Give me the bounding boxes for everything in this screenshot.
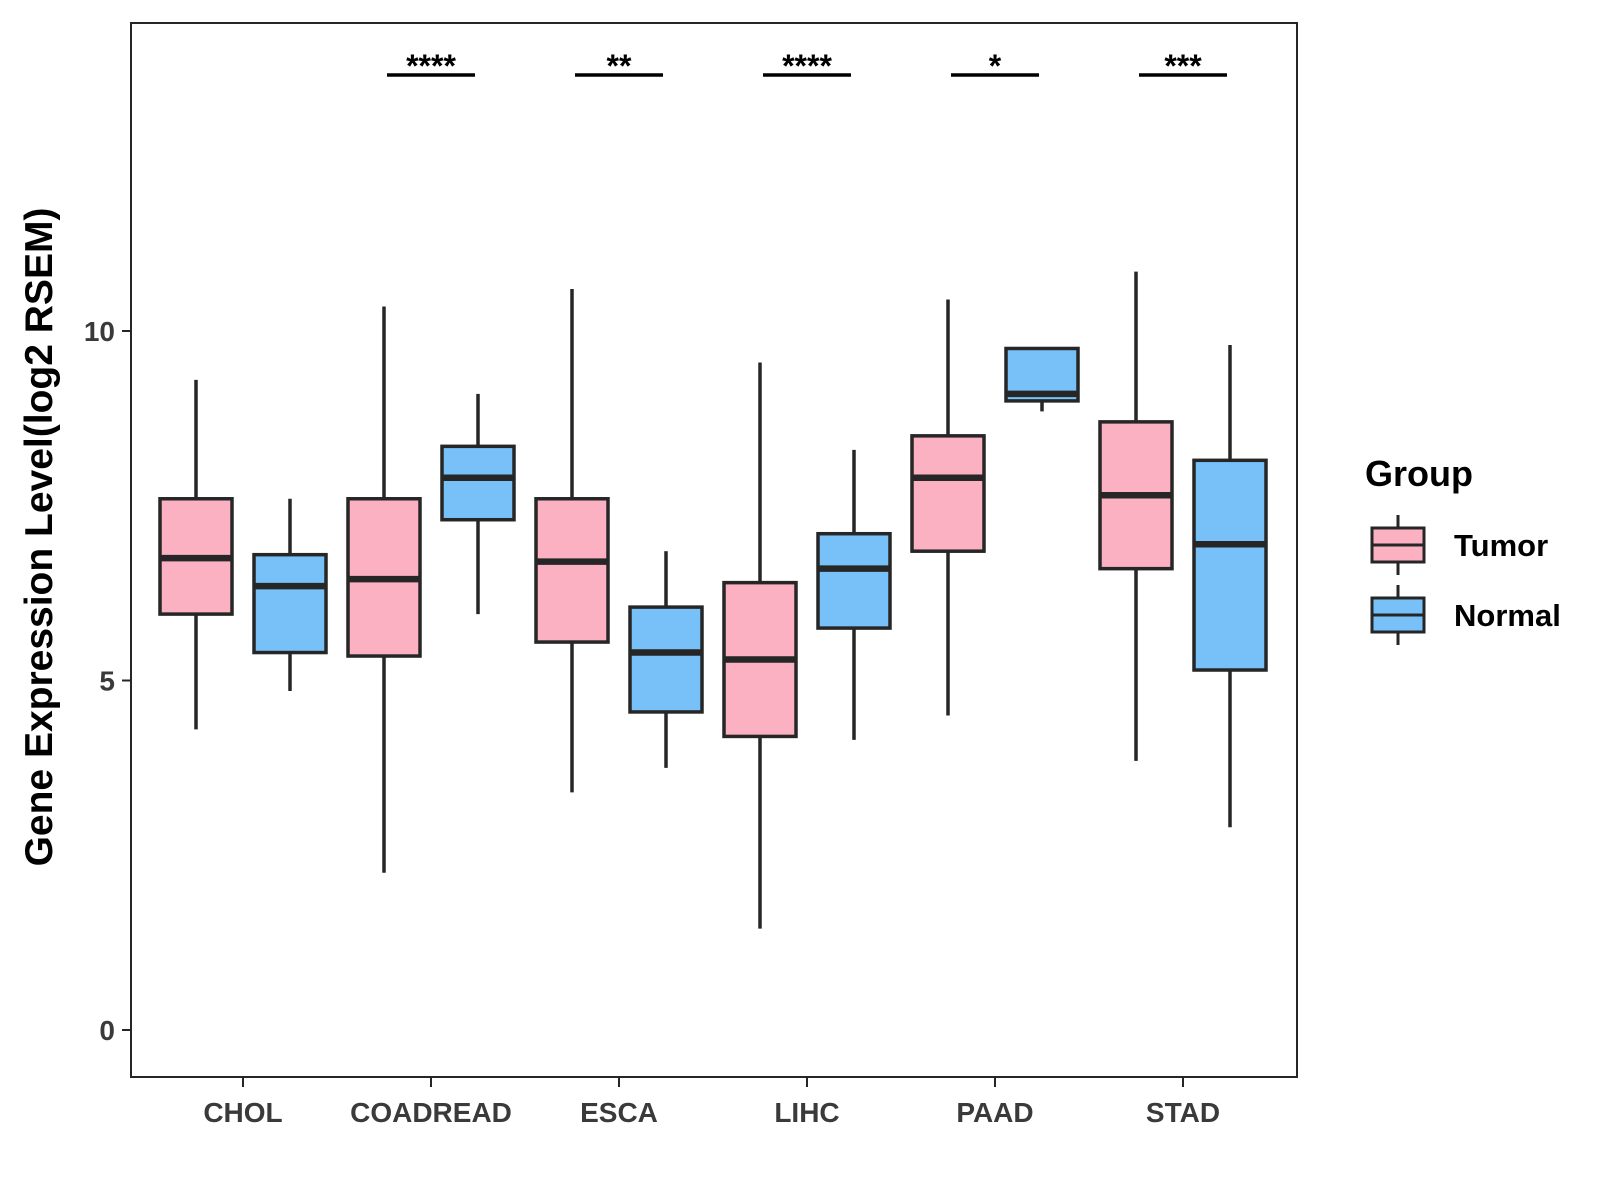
x-tick-label: ESCA <box>580 1097 658 1128</box>
box-iqr <box>534 497 610 644</box>
significance-label: **** <box>782 48 832 84</box>
y-tick-label: 0 <box>99 1015 115 1046</box>
y-axis: 0 5 10 <box>84 316 131 1046</box>
box-iqr <box>816 531 892 630</box>
box-iqr <box>440 444 516 522</box>
legend-item-normal: Normal <box>1370 585 1561 645</box>
box-normal-lihc <box>816 449 892 740</box>
significance-esca: ** <box>575 48 663 84</box>
x-tick-label: STAD <box>1146 1097 1220 1128</box>
box-normal-esca <box>628 551 704 768</box>
y-axis-label: Gene Expression Level(log2 RSEM) <box>18 208 61 867</box>
box-tumor-stad <box>1098 271 1174 761</box>
box-iqr <box>1192 458 1268 672</box>
x-tick-label: COADREAD <box>350 1097 512 1128</box>
box-tumor-lihc <box>722 362 798 929</box>
x-tick-label: PAAD <box>956 1097 1033 1128</box>
x-tick-label: CHOL <box>203 1097 282 1128</box>
legend-item-tumor: Tumor <box>1370 515 1548 575</box>
legend-label: Tumor <box>1454 528 1548 563</box>
box-normal-stad <box>1192 344 1268 828</box>
box-iqr <box>628 605 704 714</box>
box-normal-paad <box>1004 346 1080 412</box>
box-tumor-chol <box>158 379 234 730</box>
significance-layer: **** ** **** * *** <box>387 48 1227 84</box>
box-iqr <box>910 434 986 553</box>
y-tick-label: 10 <box>84 316 115 347</box>
box-tumor-esca <box>534 289 610 793</box>
box-normal-coadread <box>440 393 516 615</box>
box-iqr <box>252 552 328 655</box>
y-tick-label: 5 <box>99 666 115 697</box>
x-axis: CHOL COADREAD ESCA LIHC PAAD STAD <box>203 1077 1220 1128</box>
box-layer <box>158 271 1268 929</box>
legend-title: Group <box>1365 453 1473 494</box>
significance-lihc: **** <box>763 48 851 84</box>
box-normal-chol <box>252 498 328 691</box>
significance-paad: * <box>951 48 1039 84</box>
legend: Group Tumor Normal <box>1365 453 1561 645</box>
legend-label: Normal <box>1454 598 1561 633</box>
box-tumor-paad <box>910 299 986 716</box>
significance-label: *** <box>1164 48 1202 84</box>
significance-label: ** <box>607 48 632 84</box>
box-tumor-coadread <box>346 306 422 873</box>
significance-label: * <box>989 48 1002 84</box>
x-tick-label: LIHC <box>774 1097 839 1128</box>
significance-label: **** <box>406 48 456 84</box>
significance-stad: *** <box>1139 48 1227 84</box>
significance-coadread: **** <box>387 48 475 84</box>
